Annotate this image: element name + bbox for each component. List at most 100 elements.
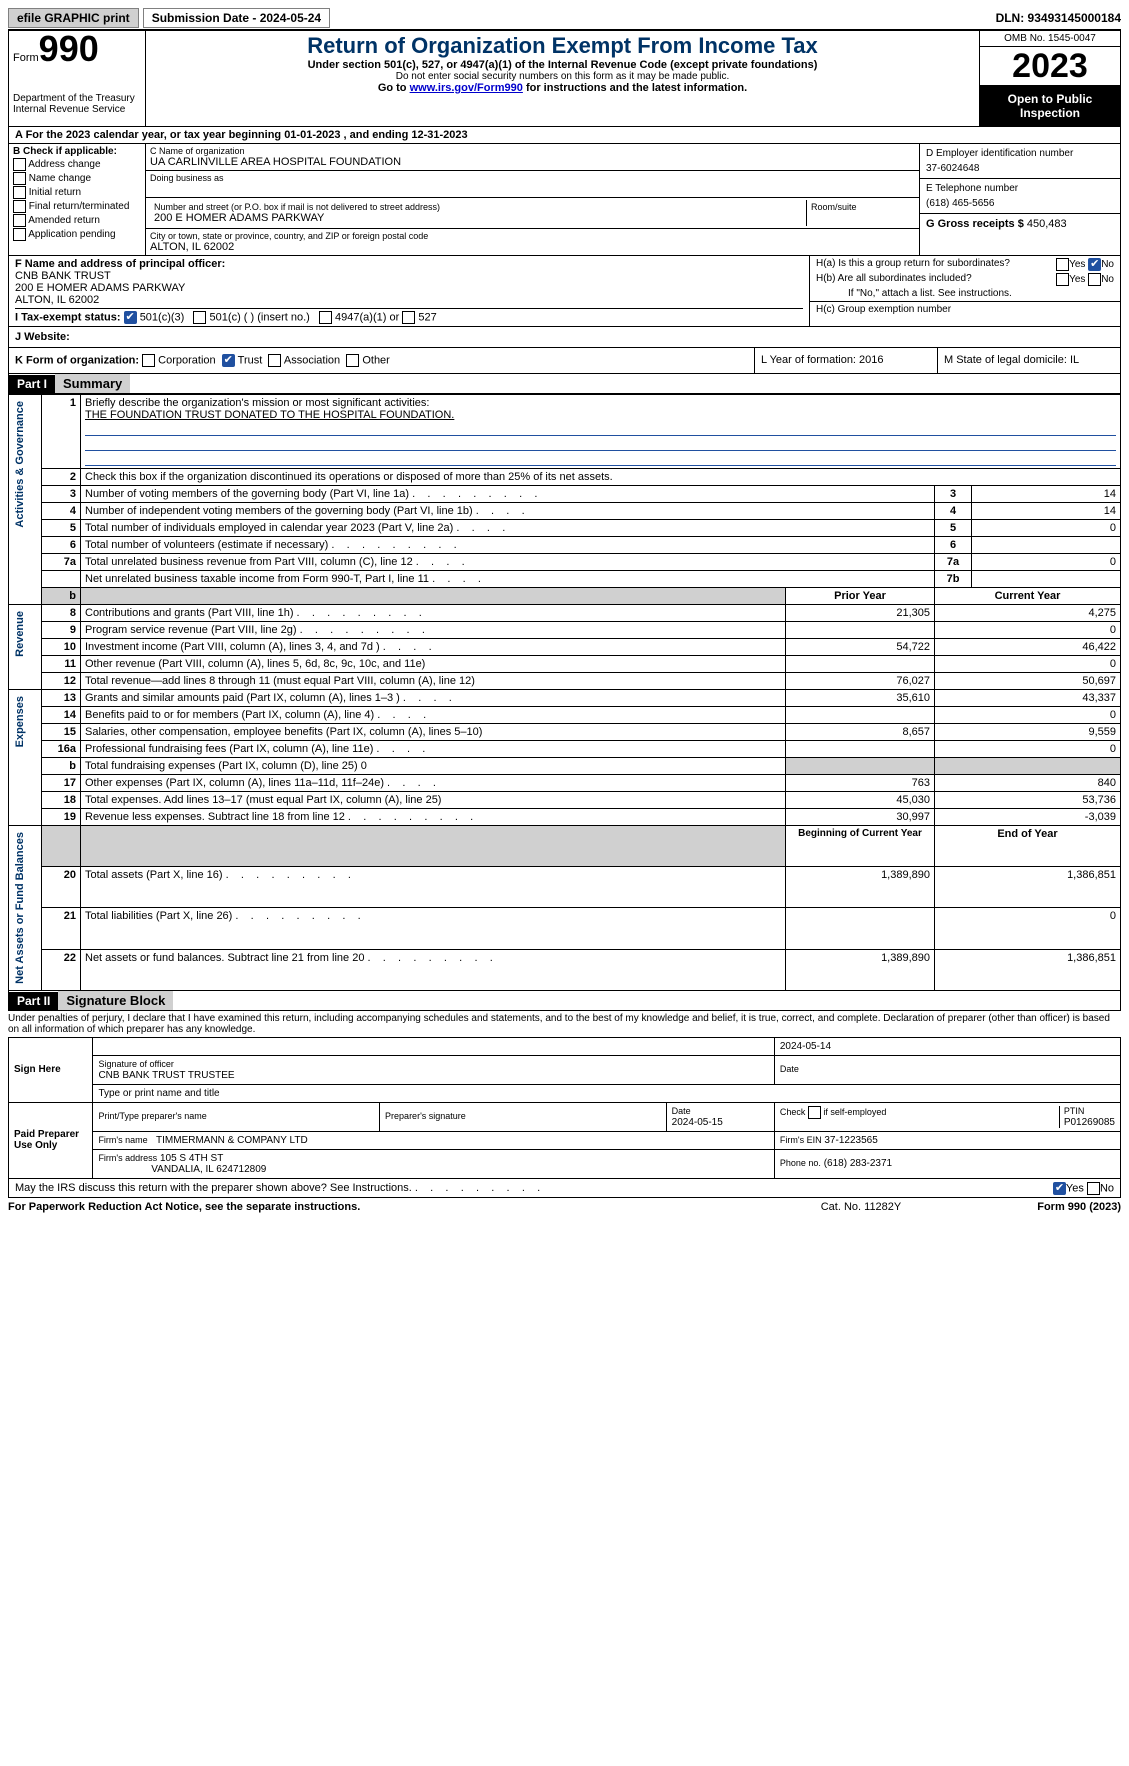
e17-p: 763 <box>786 775 935 792</box>
vlabel-net: Net Assets or Fund Balances <box>13 828 27 988</box>
check-other[interactable] <box>346 354 359 367</box>
date-label: Date <box>780 1064 799 1074</box>
check-self-emp[interactable] <box>808 1106 821 1119</box>
e16a-n: 16a <box>42 741 81 758</box>
line-a-taxyear: A For the 2023 calendar year, or tax yea… <box>8 127 1121 144</box>
type-print-label: Type or print name and title <box>93 1084 1121 1102</box>
yes-3: Yes <box>1066 1182 1084 1194</box>
e13-n: 13 <box>42 690 81 707</box>
irs-link[interactable]: www.irs.gov/Form990 <box>410 82 523 94</box>
form-word: Form <box>13 52 39 64</box>
section-f-h: F Name and address of principal officer:… <box>8 256 1121 327</box>
page-footer: For Paperwork Reduction Act Notice, see … <box>8 1198 1121 1213</box>
r10-t: Investment income (Part VIII, column (A)… <box>85 641 432 653</box>
i-o4: 527 <box>418 311 436 323</box>
ha-yes[interactable] <box>1056 258 1069 271</box>
check-501c[interactable] <box>193 311 206 324</box>
phone-value: (618) 465-5656 <box>926 194 1114 209</box>
g-label: G Gross receipts $ <box>926 218 1024 230</box>
e13-t: Grants and similar amounts paid (Part IX… <box>85 692 452 704</box>
hdr-boy: Beginning of Current Year <box>786 826 935 867</box>
yes-1: Yes <box>1069 259 1085 270</box>
k-o3: Association <box>284 354 340 366</box>
e14-n: 14 <box>42 707 81 724</box>
check-final-return[interactable] <box>13 200 26 213</box>
check-amended[interactable] <box>13 214 26 227</box>
e18-c: 53,736 <box>935 792 1121 809</box>
n21-n: 21 <box>42 908 81 949</box>
form-footer: Form 990 (2023) <box>1037 1201 1121 1213</box>
efile-print-button[interactable]: efile GRAPHIC print <box>8 8 139 28</box>
check-address-change[interactable] <box>13 158 26 171</box>
e19-c: -3,039 <box>935 809 1121 826</box>
submission-date: Submission Date - 2024-05-24 <box>143 8 330 28</box>
dln-text: DLN: 93493145000184 <box>996 11 1121 25</box>
sig-label: Signature of officer <box>98 1059 173 1069</box>
e17-n: 17 <box>42 775 81 792</box>
r12-n: 12 <box>42 673 81 690</box>
hb-no[interactable] <box>1088 273 1101 286</box>
k-label: K Form of organization: <box>15 354 139 366</box>
check-527[interactable] <box>402 311 415 324</box>
form-title: Return of Organization Exempt From Incom… <box>150 33 975 59</box>
hb-yes[interactable] <box>1056 273 1069 286</box>
org-name: UA CARLINVILLE AREA HOSPITAL FOUNDATION <box>150 156 915 168</box>
vlabel-revenue: Revenue <box>13 607 27 661</box>
n20-p: 1,389,890 <box>786 867 935 908</box>
e16a-c: 0 <box>935 741 1121 758</box>
firm-phone-label: Phone no. <box>780 1158 821 1168</box>
gross-receipts: 450,483 <box>1027 218 1067 230</box>
e16a-p <box>786 741 935 758</box>
e18-p: 45,030 <box>786 792 935 809</box>
n20-c: 1,386,851 <box>935 867 1121 908</box>
f-l3: ALTON, IL 62002 <box>15 294 803 306</box>
ssn-note: Do not enter social security numbers on … <box>150 71 975 82</box>
e14-c: 0 <box>935 707 1121 724</box>
r8-n: 8 <box>42 605 81 622</box>
discuss-text: May the IRS discuss this return with the… <box>15 1182 540 1194</box>
m-state: M State of legal domicile: IL <box>937 348 1120 373</box>
r10-p: 54,722 <box>786 639 935 656</box>
check-name-change[interactable] <box>13 172 26 185</box>
check-trust[interactable]: ✔ <box>222 354 235 367</box>
k-l-m-row: K Form of organization: Corporation ✔ Tr… <box>8 348 1121 374</box>
check-assoc[interactable] <box>268 354 281 367</box>
line3-v: 14 <box>972 486 1121 503</box>
prep-date: 2024-05-15 <box>672 1117 723 1128</box>
discuss-yes[interactable]: ✔ <box>1053 1182 1066 1195</box>
n22-n: 22 <box>42 949 81 990</box>
top-bar: efile GRAPHIC print Submission Date - 20… <box>8 8 1121 31</box>
k-o1: Corporation <box>158 354 215 366</box>
room-label: Room/suite <box>811 202 911 212</box>
no-3: No <box>1100 1182 1114 1194</box>
r8-t: Contributions and grants (Part VIII, lin… <box>85 607 422 619</box>
check-initial-return[interactable] <box>13 186 26 199</box>
b-opt-3: Final return/terminated <box>29 201 130 212</box>
check-app-pending[interactable] <box>13 228 26 241</box>
c-name-label: C Name of organization <box>150 146 915 156</box>
n22-c: 1,386,851 <box>935 949 1121 990</box>
check-corp[interactable] <box>142 354 155 367</box>
vlabel-activities: Activities & Governance <box>13 397 27 532</box>
b-opt-4: Amended return <box>28 215 100 226</box>
ptin-value: P01269085 <box>1064 1117 1115 1128</box>
line6-v <box>972 537 1121 554</box>
addr1: 105 S 4TH ST <box>160 1153 223 1164</box>
discuss-no[interactable] <box>1087 1182 1100 1195</box>
hdr-current: Current Year <box>935 588 1121 605</box>
line4-v: 14 <box>972 503 1121 520</box>
dept-treasury: Department of the Treasury Internal Reve… <box>13 93 141 115</box>
line5-v: 0 <box>972 520 1121 537</box>
check-4947[interactable] <box>319 311 332 324</box>
ha-no[interactable]: ✔ <box>1088 258 1101 271</box>
check-501c3[interactable]: ✔ <box>124 311 137 324</box>
sign-here-label: Sign Here <box>9 1037 93 1102</box>
paid-preparer-label: Paid Preparer Use Only <box>9 1102 93 1178</box>
e17-c: 840 <box>935 775 1121 792</box>
line5-t: Total number of individuals employed in … <box>85 522 505 534</box>
ptin-label: PTIN <box>1064 1106 1085 1116</box>
omb-number: OMB No. 1545-0047 <box>980 31 1120 47</box>
e14-t: Benefits paid to or for members (Part IX… <box>85 709 426 721</box>
hdr-prior: Prior Year <box>786 588 935 605</box>
r9-p <box>786 622 935 639</box>
